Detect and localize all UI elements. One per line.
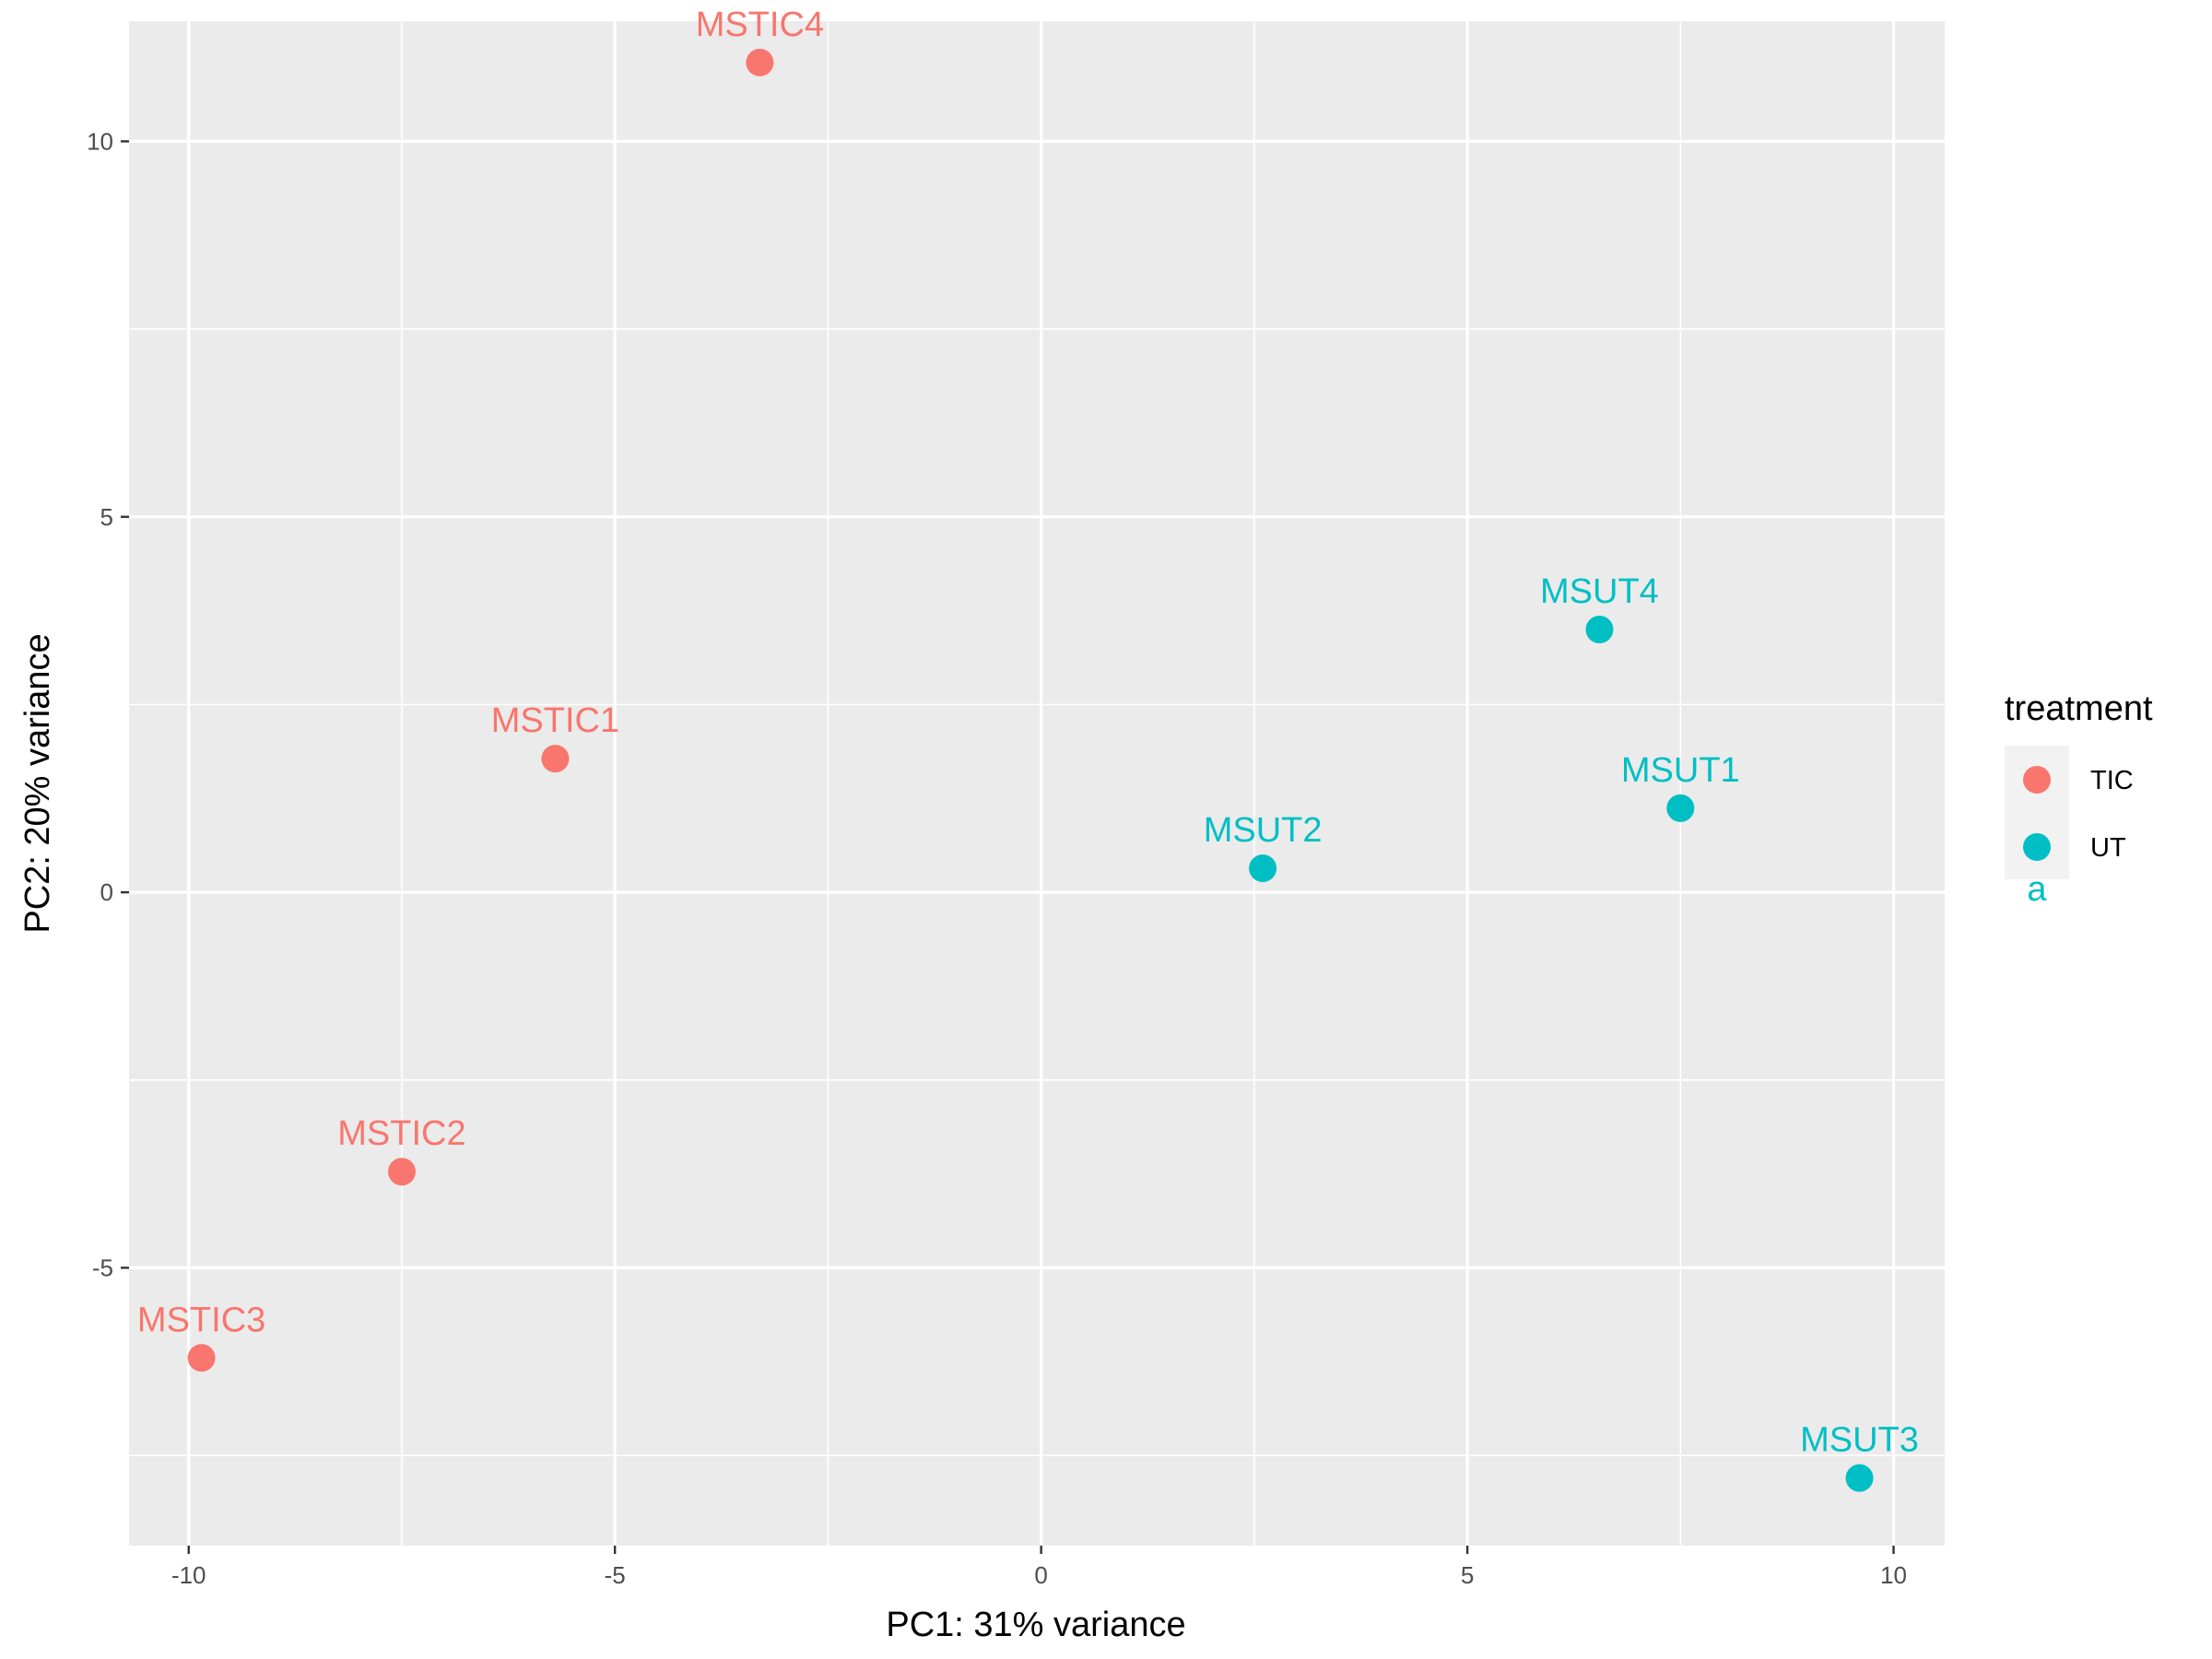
x-tick-label: -5 xyxy=(605,1561,626,1589)
panel-background xyxy=(129,21,1945,1546)
point-label-msut3: MSUT3 xyxy=(1800,1421,1919,1460)
data-point-msut3 xyxy=(1845,1464,1874,1492)
legend-label-ut: UT xyxy=(2090,833,2126,863)
data-point-mstic3 xyxy=(187,1344,216,1372)
legend-stray-glyph: a xyxy=(2027,870,2047,909)
x-tick-label: -10 xyxy=(171,1561,206,1589)
point-label-msut2: MSUT2 xyxy=(1204,811,1323,850)
legend-key-ut xyxy=(2023,833,2051,861)
point-label-msut1: MSUT1 xyxy=(1621,751,1740,790)
point-label-mstic1: MSTIC1 xyxy=(491,701,619,740)
grid-major xyxy=(129,21,1945,1546)
data-point-msut1 xyxy=(1666,794,1695,822)
data-point-mstic2 xyxy=(387,1158,416,1186)
data-point-mstic1 xyxy=(541,745,570,773)
y-tick-label: 0 xyxy=(100,878,113,906)
point-label-msut4: MSUT4 xyxy=(1540,572,1659,611)
point-label-mstic2: MSTIC2 xyxy=(337,1114,465,1153)
legend-key-tic xyxy=(2023,766,2051,794)
data-point-msut4 xyxy=(1585,615,1614,643)
axis-ticks xyxy=(121,140,1895,1554)
x-axis-title: PC1: 31% variance xyxy=(886,1606,1185,1644)
point-label-mstic4: MSTIC4 xyxy=(696,6,824,44)
legend-label-tic: TIC xyxy=(2090,766,2134,795)
data-points xyxy=(187,48,1874,1492)
legend: treatment TIC UT a xyxy=(2005,689,2153,909)
data-point-mstic4 xyxy=(746,48,774,76)
x-tick-label: 10 xyxy=(1880,1561,1907,1589)
y-tick-label: -5 xyxy=(92,1254,113,1282)
grid-minor xyxy=(129,21,1945,1546)
point-label-mstic3: MSTIC3 xyxy=(137,1300,265,1339)
y-tick-label: 10 xyxy=(87,127,113,155)
y-axis-title: PC2: 20% variance xyxy=(18,633,57,933)
x-tick-label: 0 xyxy=(1034,1561,1047,1589)
data-point-msut2 xyxy=(1249,854,1277,883)
legend-title: treatment xyxy=(2005,689,2153,728)
y-tick-label: 5 xyxy=(100,503,113,531)
x-tick-label: 5 xyxy=(1461,1561,1474,1589)
point-labels: MSTIC4 MSTIC1 MSTIC2 MSTIC3 MSUT4 MSUT1 MSUT2 M… xyxy=(137,6,1919,1460)
tick-labels: -10 -5 0 5 10 -5 0 5 10 xyxy=(87,127,1907,1589)
